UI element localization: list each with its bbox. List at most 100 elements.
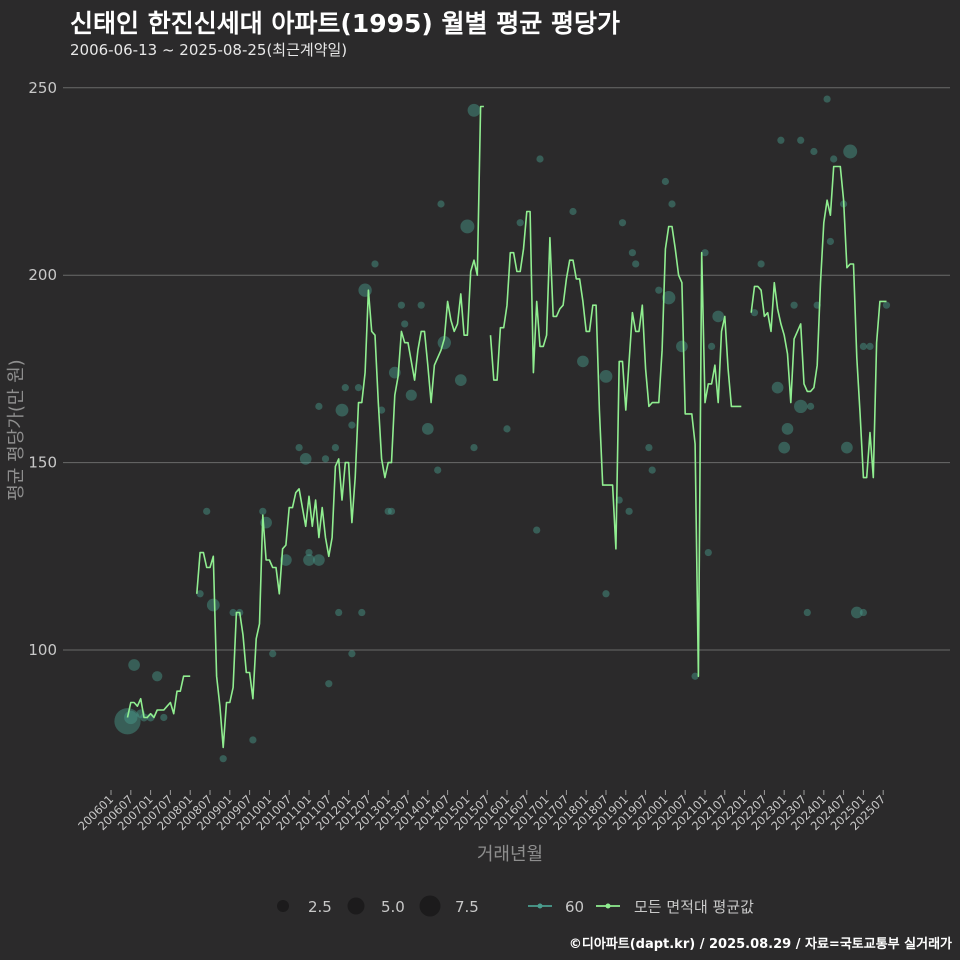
legend-size-circle bbox=[347, 897, 365, 915]
data-point bbox=[315, 402, 323, 410]
data-point bbox=[882, 301, 891, 309]
data-point bbox=[757, 260, 765, 268]
legend-dot-average bbox=[605, 903, 611, 909]
data-point bbox=[358, 608, 366, 617]
data-point bbox=[203, 507, 211, 515]
data-point bbox=[295, 444, 303, 452]
data-point bbox=[259, 507, 267, 515]
data-point bbox=[470, 444, 478, 452]
legend-label-average: 모든 면적대 평균값 bbox=[634, 898, 754, 916]
data-point bbox=[536, 155, 544, 163]
data-point bbox=[750, 309, 759, 317]
data-point bbox=[269, 650, 277, 658]
data-point bbox=[807, 402, 815, 410]
data-point bbox=[704, 548, 712, 557]
data-point bbox=[206, 598, 220, 612]
data-point bbox=[280, 554, 292, 566]
data-point bbox=[249, 736, 257, 744]
data-point bbox=[850, 606, 863, 619]
y-gridlines bbox=[63, 87, 950, 651]
data-point bbox=[790, 301, 798, 309]
data-point bbox=[405, 389, 417, 401]
y-tick-label: 250 bbox=[28, 79, 57, 97]
average-line bbox=[126, 105, 887, 749]
data-point bbox=[662, 291, 676, 305]
data-point bbox=[321, 455, 330, 463]
data-point bbox=[771, 381, 784, 394]
data-point bbox=[645, 444, 653, 452]
data-point bbox=[602, 590, 610, 598]
data-point bbox=[421, 423, 434, 435]
data-point bbox=[859, 342, 868, 351]
data-point bbox=[628, 249, 637, 257]
data-point bbox=[676, 340, 688, 353]
data-point bbox=[331, 444, 339, 452]
legend-size-circle bbox=[419, 895, 441, 917]
data-point bbox=[417, 301, 425, 309]
data-point bbox=[128, 659, 140, 671]
data-point bbox=[437, 335, 451, 350]
chart-title: 신태인 한진신세대 아파트(1995) 월별 평균 평당가 bbox=[70, 9, 620, 38]
data-point bbox=[219, 755, 227, 763]
data-point bbox=[358, 283, 372, 297]
data-point bbox=[348, 421, 356, 429]
data-point bbox=[397, 301, 405, 309]
data-point bbox=[341, 384, 349, 392]
legend-label-60: 60 bbox=[565, 898, 584, 916]
data-point bbox=[152, 671, 163, 682]
y-tick-label: 200 bbox=[28, 266, 57, 284]
data-point bbox=[114, 708, 141, 735]
legend-size-circle bbox=[277, 900, 289, 912]
x-axis-label: 거래년월 bbox=[477, 844, 543, 865]
data-point bbox=[533, 526, 541, 534]
data-point bbox=[661, 177, 670, 186]
legend-dot-60 bbox=[537, 903, 543, 909]
legend-size-label: 2.5 bbox=[308, 898, 332, 916]
y-axis-label: 평균 평당가(만 원) bbox=[6, 359, 27, 500]
data-point bbox=[437, 200, 445, 208]
data-point bbox=[618, 219, 627, 227]
data-point bbox=[196, 590, 204, 598]
average-line-segment bbox=[196, 105, 484, 749]
data-point bbox=[299, 453, 312, 465]
data-point bbox=[454, 374, 467, 386]
data-point bbox=[781, 423, 794, 435]
data-point bbox=[843, 144, 858, 159]
data-point bbox=[401, 320, 409, 328]
chart-subtitle: 2006-06-13 ~ 2025-08-25(최근계약일) bbox=[70, 41, 348, 59]
credit-text: ©디아파트(dapt.kr) / 2025.08.29 / 자료=국토교통부 실… bbox=[568, 937, 952, 952]
data-point bbox=[378, 406, 386, 414]
data-point bbox=[371, 260, 379, 268]
data-point bbox=[305, 548, 313, 557]
data-point bbox=[625, 507, 633, 515]
data-point bbox=[797, 136, 805, 144]
data-point bbox=[354, 384, 363, 392]
data-point bbox=[701, 249, 709, 257]
data-point bbox=[691, 672, 699, 680]
legend-size-label: 5.0 bbox=[381, 898, 405, 916]
data-point bbox=[229, 608, 237, 617]
y-tick-labels: 100 150 200 250 bbox=[28, 79, 57, 659]
y-tick-label: 150 bbox=[28, 454, 57, 472]
data-point bbox=[516, 219, 524, 227]
data-point bbox=[810, 147, 818, 156]
legend-size-label: 7.5 bbox=[455, 898, 479, 916]
data-point bbox=[712, 310, 725, 323]
data-point bbox=[460, 219, 475, 234]
data-point bbox=[569, 207, 577, 216]
data-point bbox=[648, 466, 656, 474]
data-point bbox=[708, 342, 716, 351]
data-point bbox=[632, 260, 640, 268]
data-point bbox=[777, 136, 785, 144]
y-tick-label: 100 bbox=[28, 641, 57, 659]
data-point bbox=[313, 554, 325, 566]
data-point bbox=[434, 466, 442, 474]
data-point bbox=[859, 608, 868, 617]
data-point bbox=[503, 425, 511, 433]
data-point bbox=[325, 680, 333, 688]
average-line-segment bbox=[489, 210, 742, 677]
data-point bbox=[866, 342, 874, 351]
average-line-segment bbox=[126, 675, 191, 719]
data-point bbox=[467, 103, 481, 117]
